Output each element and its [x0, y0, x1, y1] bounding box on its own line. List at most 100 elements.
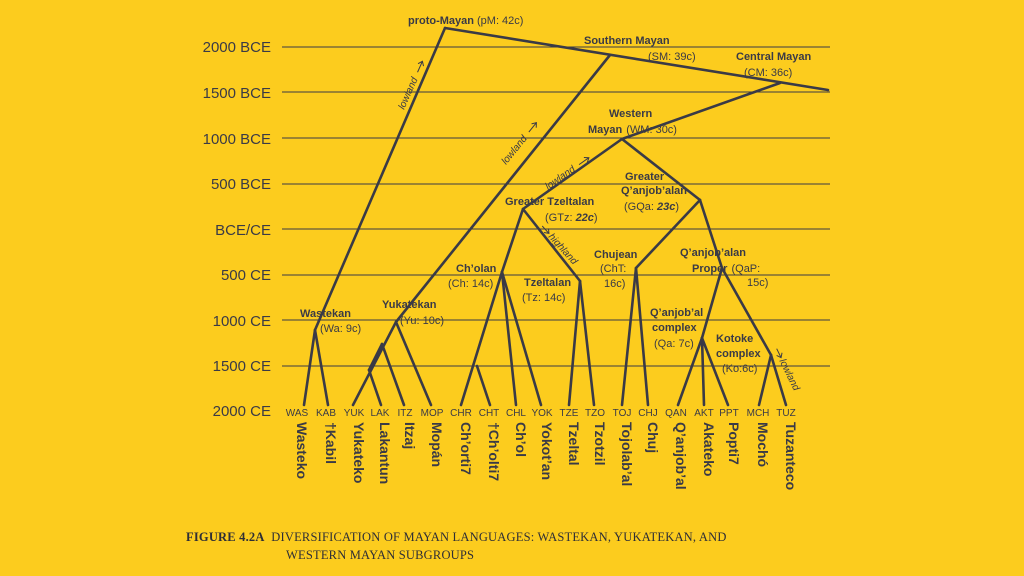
branch-cholan-chr: [459, 270, 504, 407]
node-qanjobalan-proper-detail-2: 15c): [747, 277, 768, 289]
lang-yokotan: Yokot’an: [539, 422, 555, 480]
lang-popti: Popti7: [726, 422, 742, 465]
branch-chuj-toj: [620, 266, 638, 407]
branch-qap-qanjobal: [700, 266, 724, 340]
lang-chorti: Ch’orti7: [458, 422, 474, 475]
branch-yu-yuk: [351, 320, 398, 407]
node-kotoke-complex-line2: complex: [716, 348, 762, 360]
node-greater-qanjobalan-line2: Q’anjob’alan: [621, 185, 687, 197]
language-tree-diagram: 2000 BCE 1500 BCE 1000 BCE 500 BCE BCE/C…: [203, 15, 830, 490]
node-tzeltalan: Tzeltalan: [524, 277, 571, 289]
code-yok: YOK: [531, 408, 552, 419]
branch-western-gtz: [521, 137, 624, 211]
node-central-mayan-detail: (CM: 36c): [744, 67, 792, 79]
branch-qa-akt: [700, 336, 706, 407]
node-western-line2: Mayan (WM: 30c): [588, 124, 677, 136]
node-southern-mayan-detail: (SM: 39c): [648, 51, 696, 63]
code-tuz: TUZ: [776, 408, 795, 419]
time-label-1000ce: 1000 CE: [213, 313, 271, 330]
caption-text-2: WESTERN MAYAN SUBGROUPS: [286, 548, 475, 562]
node-greater-qanjobalan-detail: (GQa: 23c): [624, 201, 679, 213]
arrow-icon: [541, 225, 550, 235]
time-label-1500ce: 1500 CE: [213, 358, 271, 375]
lang-chol: Ch’ol: [513, 422, 529, 457]
svg-text:highland: highland: [546, 232, 580, 268]
code-chj: CHJ: [638, 408, 657, 419]
arrow-icon: [578, 157, 590, 166]
lang-qanjobal: Q’anjob’al: [673, 422, 689, 490]
arrow-icon: [776, 348, 783, 359]
code-mop: MOP: [421, 408, 444, 419]
branch-qa-ppt: [700, 336, 730, 407]
branch-gtz-cholan: [500, 207, 525, 274]
node-chujean-detail-2: 16c): [604, 278, 625, 290]
branch-tz-tzo: [578, 279, 596, 407]
node-cholan: Ch’olan: [456, 263, 497, 275]
lang-lakantun: Lakantun: [377, 422, 393, 484]
branch-western-gqa: [620, 137, 702, 202]
branch-cholan-chl: [500, 270, 518, 407]
time-label-1500bce: 1500 BCE: [203, 85, 271, 102]
code-tzo: TZO: [585, 408, 605, 419]
code-cht: CHT: [479, 408, 500, 419]
node-tzeltalan-detail: (Tz: 14c): [522, 292, 565, 304]
branch-sm-yukatekan: [394, 53, 612, 324]
lang-wasteko: Wasteko: [294, 422, 310, 479]
node-southern-mayan: Southern Mayan: [584, 35, 670, 47]
branch-gqa-qap: [698, 198, 724, 270]
lowland-note-2: lowland: [500, 122, 537, 167]
lang-kabil: †Kabil: [323, 422, 339, 464]
lang-tojolabal: Tojolab’al: [619, 422, 635, 486]
node-kotoke-complex-line1: Kotoke: [716, 333, 753, 345]
branch-wastekan-kab: [313, 328, 330, 407]
lang-yukateko: Yukateko: [351, 422, 367, 483]
branch-pm-sm: [443, 26, 830, 92]
branch-wastekan-was: [302, 328, 317, 407]
lang-chuj: Chuj: [645, 422, 661, 453]
node-greater-tzeltalan-detail: (GTz: 22c): [545, 212, 598, 224]
time-label-1000bce: 1000 BCE: [203, 131, 271, 148]
node-kotoke-complex-detail: (Ko:6c): [722, 363, 757, 375]
code-toj: TOJ: [613, 408, 632, 419]
language-names: Wasteko †Kabil Yukateko Lakantun Itzaj M…: [294, 422, 799, 490]
time-label-2000bce: 2000 BCE: [203, 39, 271, 56]
branch-gqa-chujean: [634, 198, 702, 270]
svg-text:lowland: lowland: [543, 164, 577, 193]
time-gridlines: [282, 46, 830, 367]
branch-yu-itz: [380, 342, 406, 407]
node-qanjobal-complex-detail: (Qa: 7c): [654, 338, 694, 350]
lang-mopan: Mopán: [429, 422, 445, 467]
node-cholan-detail: (Ch: 14c): [448, 278, 493, 290]
code-akt: AKT: [694, 408, 713, 419]
node-proto-mayan: proto-Mayan (pM: 42c): [408, 15, 523, 27]
branch-gtz-tzeltalan: [521, 207, 582, 283]
time-label-500bce: 500 BCE: [211, 176, 271, 193]
node-qanjobalan-proper-line2: Proper (QaP:: [692, 263, 760, 275]
branch-pm-wastekan: [313, 26, 447, 332]
lang-tzeltal: Tzeltal: [566, 422, 582, 466]
node-western-line1: Western: [609, 108, 652, 120]
node-yukatekan: Yukatekan: [382, 299, 437, 311]
code-mch: MCH: [747, 408, 770, 419]
branch-qa-qan: [676, 336, 704, 407]
node-greater-qanjobalan-line1: Greater: [625, 171, 665, 183]
lang-cholti: †Ch’olti7: [486, 422, 502, 481]
time-label-bce-ce: BCE/CE: [215, 222, 271, 239]
node-yukatekan-detail: (Yu: 10c): [400, 315, 444, 327]
code-yuk: YUK: [344, 408, 365, 419]
node-qanjobal-complex-line2: complex: [652, 322, 698, 334]
node-qanjobal-complex-line1: Q’anjob’al: [650, 307, 703, 319]
arrow-icon: [417, 60, 425, 73]
node-wastekan-detail: (Wa: 9c): [320, 323, 361, 335]
code-was: WAS: [286, 408, 309, 419]
lowland-note-3: lowland: [543, 157, 590, 193]
caption-text-1: DIVERSIFICATION OF MAYAN LANGUAGES: WAST…: [271, 530, 727, 544]
branch-yu-lakitz: [367, 342, 384, 372]
time-axis: 2000 BCE 1500 BCE 1000 BCE 500 BCE BCE/C…: [203, 39, 271, 420]
node-chujean-detail-1: (ChT:: [600, 263, 626, 275]
figure-number: FIGURE 4.2A: [186, 530, 265, 544]
lang-tzotzil: Tzotzil: [592, 422, 608, 466]
branch-ko-tuz: [769, 353, 788, 407]
node-central-mayan: Central Mayan: [736, 51, 811, 63]
lang-mocho: Mochó: [755, 422, 771, 467]
